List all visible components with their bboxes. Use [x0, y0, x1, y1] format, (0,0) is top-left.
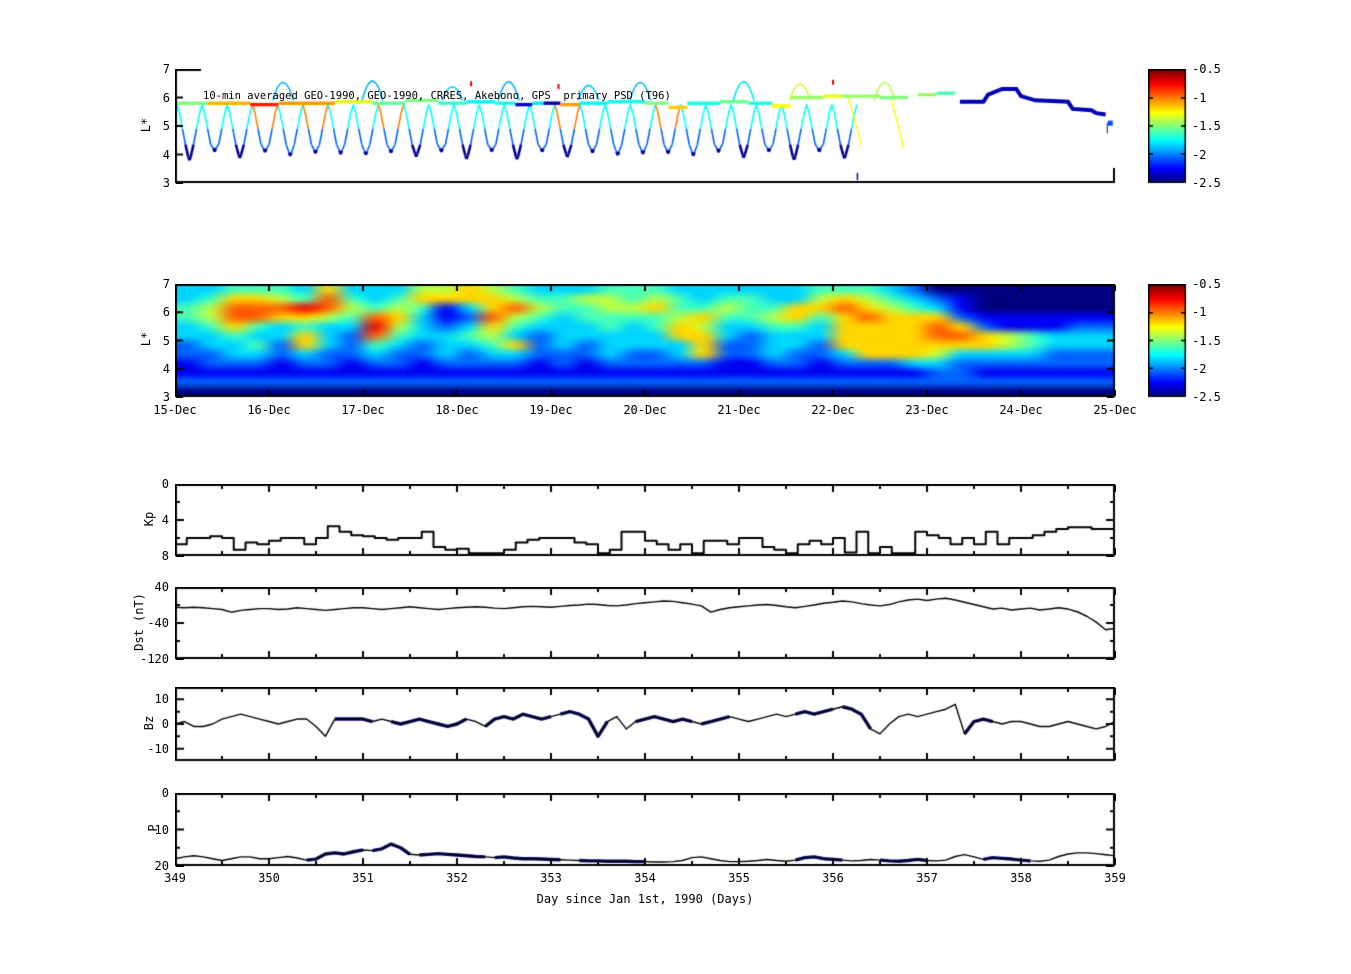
x-tick-label-date: 23-Dec: [905, 403, 949, 417]
x-tick-label-date: 24-Dec: [999, 403, 1043, 417]
y-tick-label-psd-top: 4: [162, 147, 170, 162]
colorbar-tick-label-top: -1: [1192, 90, 1207, 105]
colorbar-tick-label-top: -0.5: [1192, 62, 1221, 76]
x-tick-label-day: 352: [446, 871, 468, 885]
x-tick-label-date: 17-Dec: [341, 403, 385, 417]
kp-plot: [175, 484, 1116, 557]
x-tick-label-date: 20-Dec: [623, 403, 667, 417]
x-tick-label-day: 349: [164, 871, 186, 885]
colorbar-top: [1148, 69, 1187, 184]
y-tick-label-psd-top: 3: [162, 176, 170, 190]
colorbar-tick-label-spectrogram: -1: [1192, 305, 1207, 320]
x-tick-label-day: 353: [540, 871, 562, 885]
dst-plot: [175, 587, 1116, 660]
x-tick-label-date: 18-Dec: [435, 403, 479, 417]
y-tick-label-psd-spectrogram: 7: [162, 277, 170, 291]
y-tick-label-kp: 0: [161, 477, 169, 491]
psd-spectrogram-plot: [175, 284, 1116, 398]
y-tick-label-psd-spectrogram: 5: [162, 333, 170, 348]
bz-plot: [175, 687, 1116, 762]
colorbar-tick-label-spectrogram: -2: [1192, 361, 1207, 376]
colorbar-tick-label-top: -2: [1192, 147, 1207, 162]
colorbar-tick-label-top: -2.5: [1192, 176, 1221, 190]
y-tick-label-bz: 10: [154, 692, 169, 707]
x-tick-label-day: 358: [1010, 871, 1032, 885]
x-tick-label-day: 350: [258, 871, 280, 885]
psd-scatter-plot: [175, 69, 1116, 184]
x-tick-label-date: 21-Dec: [717, 403, 761, 417]
x-tick-label-day: 359: [1104, 871, 1126, 885]
x-tick-label-date: 22-Dec: [811, 403, 855, 417]
y-tick-label-psd-spectrogram: 3: [162, 390, 170, 404]
x-tick-label-day: 357: [916, 871, 938, 885]
colorbar-tick-label-spectrogram: -2.5: [1192, 390, 1221, 404]
y-tick-label-bz: -10: [147, 741, 169, 756]
plot-title: 10-min averaged GEO-1990, GEO-1990, CRRE…: [203, 90, 671, 102]
colorbar-tick-label-spectrogram: -1.5: [1192, 333, 1221, 348]
y-tick-label-dst: -40: [147, 616, 169, 630]
colorbar-tick-label-spectrogram: -0.5: [1192, 277, 1221, 291]
x-tick-label-day: 355: [728, 871, 750, 885]
y-tick-label-psd-top: 5: [162, 119, 170, 133]
colorbar-tick-label-top: -1.5: [1192, 119, 1221, 133]
x-tick-label-day: 356: [822, 871, 844, 885]
y-tick-label-kp: 8: [161, 549, 169, 563]
x-axis-label: Day since Jan 1st, 1990 (Days): [536, 892, 754, 906]
x-tick-label-date: 19-Dec: [529, 403, 573, 417]
y-tick-label-psd-spectrogram: 6: [162, 305, 170, 320]
y-tick-label-p: 10: [154, 822, 169, 837]
y-tick-label-psd-top: 6: [162, 90, 170, 105]
y-tick-label-dst: 40: [154, 580, 169, 594]
y-tick-label-kp: 4: [161, 513, 169, 527]
x-tick-label-day: 354: [634, 871, 656, 885]
y-tick-label-dst: -120: [140, 652, 169, 666]
colorbar-spectrogram: [1148, 284, 1187, 398]
x-tick-label-day: 351: [352, 871, 374, 885]
y-tick-label-p: 0: [161, 786, 169, 800]
y-tick-label-psd-top: 7: [162, 62, 170, 76]
x-tick-label-date: 16-Dec: [247, 403, 291, 417]
y-tick-label-p: 20: [154, 859, 169, 873]
p-plot: [175, 793, 1116, 867]
y-tick-label-psd-spectrogram: 4: [162, 361, 170, 376]
x-tick-label-date: 15-Dec: [153, 403, 197, 417]
x-tick-label-date: 25-Dec: [1093, 403, 1137, 417]
y-tick-label-bz: 0: [161, 717, 169, 731]
